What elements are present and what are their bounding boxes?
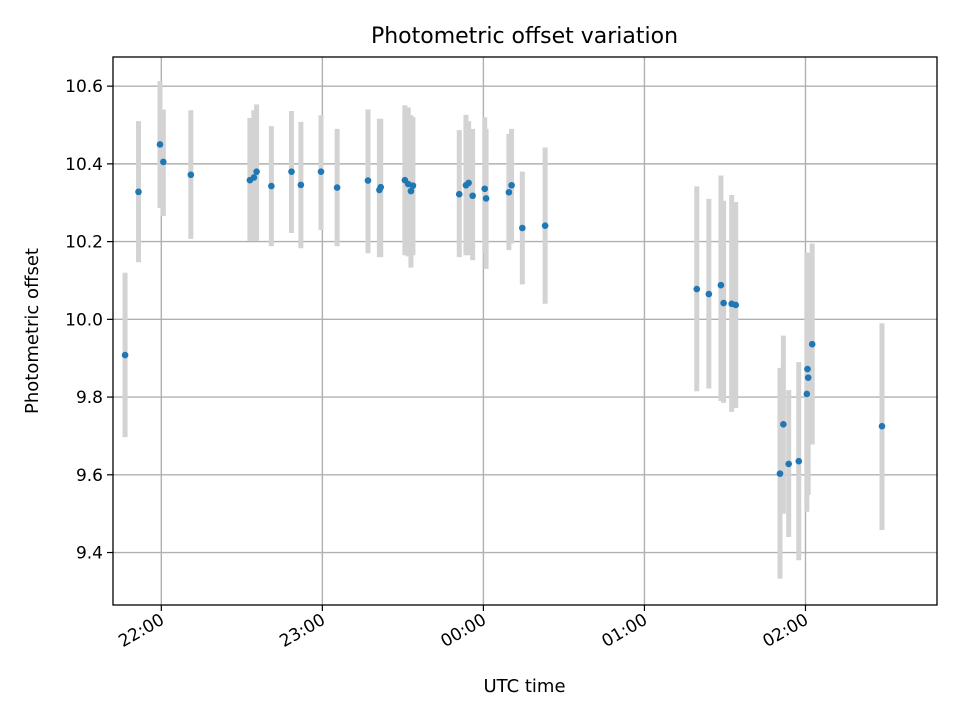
data-point xyxy=(705,290,713,298)
x-tick-label: 23:00 xyxy=(276,610,328,652)
data-point xyxy=(409,182,417,189)
x-tick-label: 00:00 xyxy=(437,610,489,652)
y-axis-label: Photometric offset xyxy=(22,248,43,414)
data-point xyxy=(803,390,811,398)
data-point xyxy=(519,224,526,232)
data-points xyxy=(121,141,886,477)
y-axis-ticks: 9.4 9.6 9.8 10.0 10.2 10.4 10.6 xyxy=(65,77,113,564)
data-point xyxy=(780,420,787,428)
data-point xyxy=(795,457,803,465)
data-point xyxy=(693,285,701,293)
data-point xyxy=(878,422,886,430)
data-point xyxy=(455,190,463,198)
data-point xyxy=(505,188,513,196)
data-point xyxy=(121,351,129,359)
x-tick-label: 01:00 xyxy=(599,610,651,652)
y-tick-label: 9.4 xyxy=(76,544,103,564)
data-point xyxy=(250,174,258,181)
y-tick-label: 10.4 xyxy=(65,155,103,175)
data-point xyxy=(541,222,549,229)
y-tick-label: 10.6 xyxy=(65,77,103,97)
x-tick-label: 02:00 xyxy=(760,610,812,652)
data-point xyxy=(407,187,415,195)
data-point xyxy=(465,179,472,187)
y-tick-label: 10.0 xyxy=(65,310,103,330)
data-point xyxy=(187,171,195,179)
y-tick-label: 10.2 xyxy=(65,233,103,253)
data-point xyxy=(376,186,383,194)
data-point xyxy=(297,181,305,189)
data-point xyxy=(804,365,811,373)
data-point xyxy=(482,195,490,202)
data-point xyxy=(717,281,725,289)
data-point xyxy=(776,470,784,477)
plot-frame xyxy=(112,56,938,606)
data-point xyxy=(160,158,167,166)
x-axis-ticks: 22:00 23:00 00:00 01:00 02:00 xyxy=(115,605,812,652)
x-tick-label: 22:00 xyxy=(115,610,167,652)
data-point xyxy=(808,340,816,348)
data-point xyxy=(268,182,275,190)
chart-title: Photometric offset variation xyxy=(371,24,678,49)
data-point xyxy=(253,168,260,175)
data-point xyxy=(785,460,793,468)
data-point xyxy=(364,177,372,184)
y-tick-label: 9.6 xyxy=(76,466,103,486)
data-point xyxy=(288,168,295,175)
data-point xyxy=(508,181,515,189)
x-axis-label: UTC time xyxy=(483,676,565,697)
data-point xyxy=(135,188,142,196)
y-tick-label: 9.8 xyxy=(76,388,103,408)
data-point xyxy=(720,299,727,307)
error-bars xyxy=(122,81,885,579)
data-point xyxy=(804,374,812,381)
data-point xyxy=(317,168,325,175)
data-point xyxy=(732,301,739,309)
data-point xyxy=(481,185,489,193)
data-point xyxy=(469,192,476,200)
data-point xyxy=(156,141,164,148)
data-point xyxy=(333,184,341,191)
